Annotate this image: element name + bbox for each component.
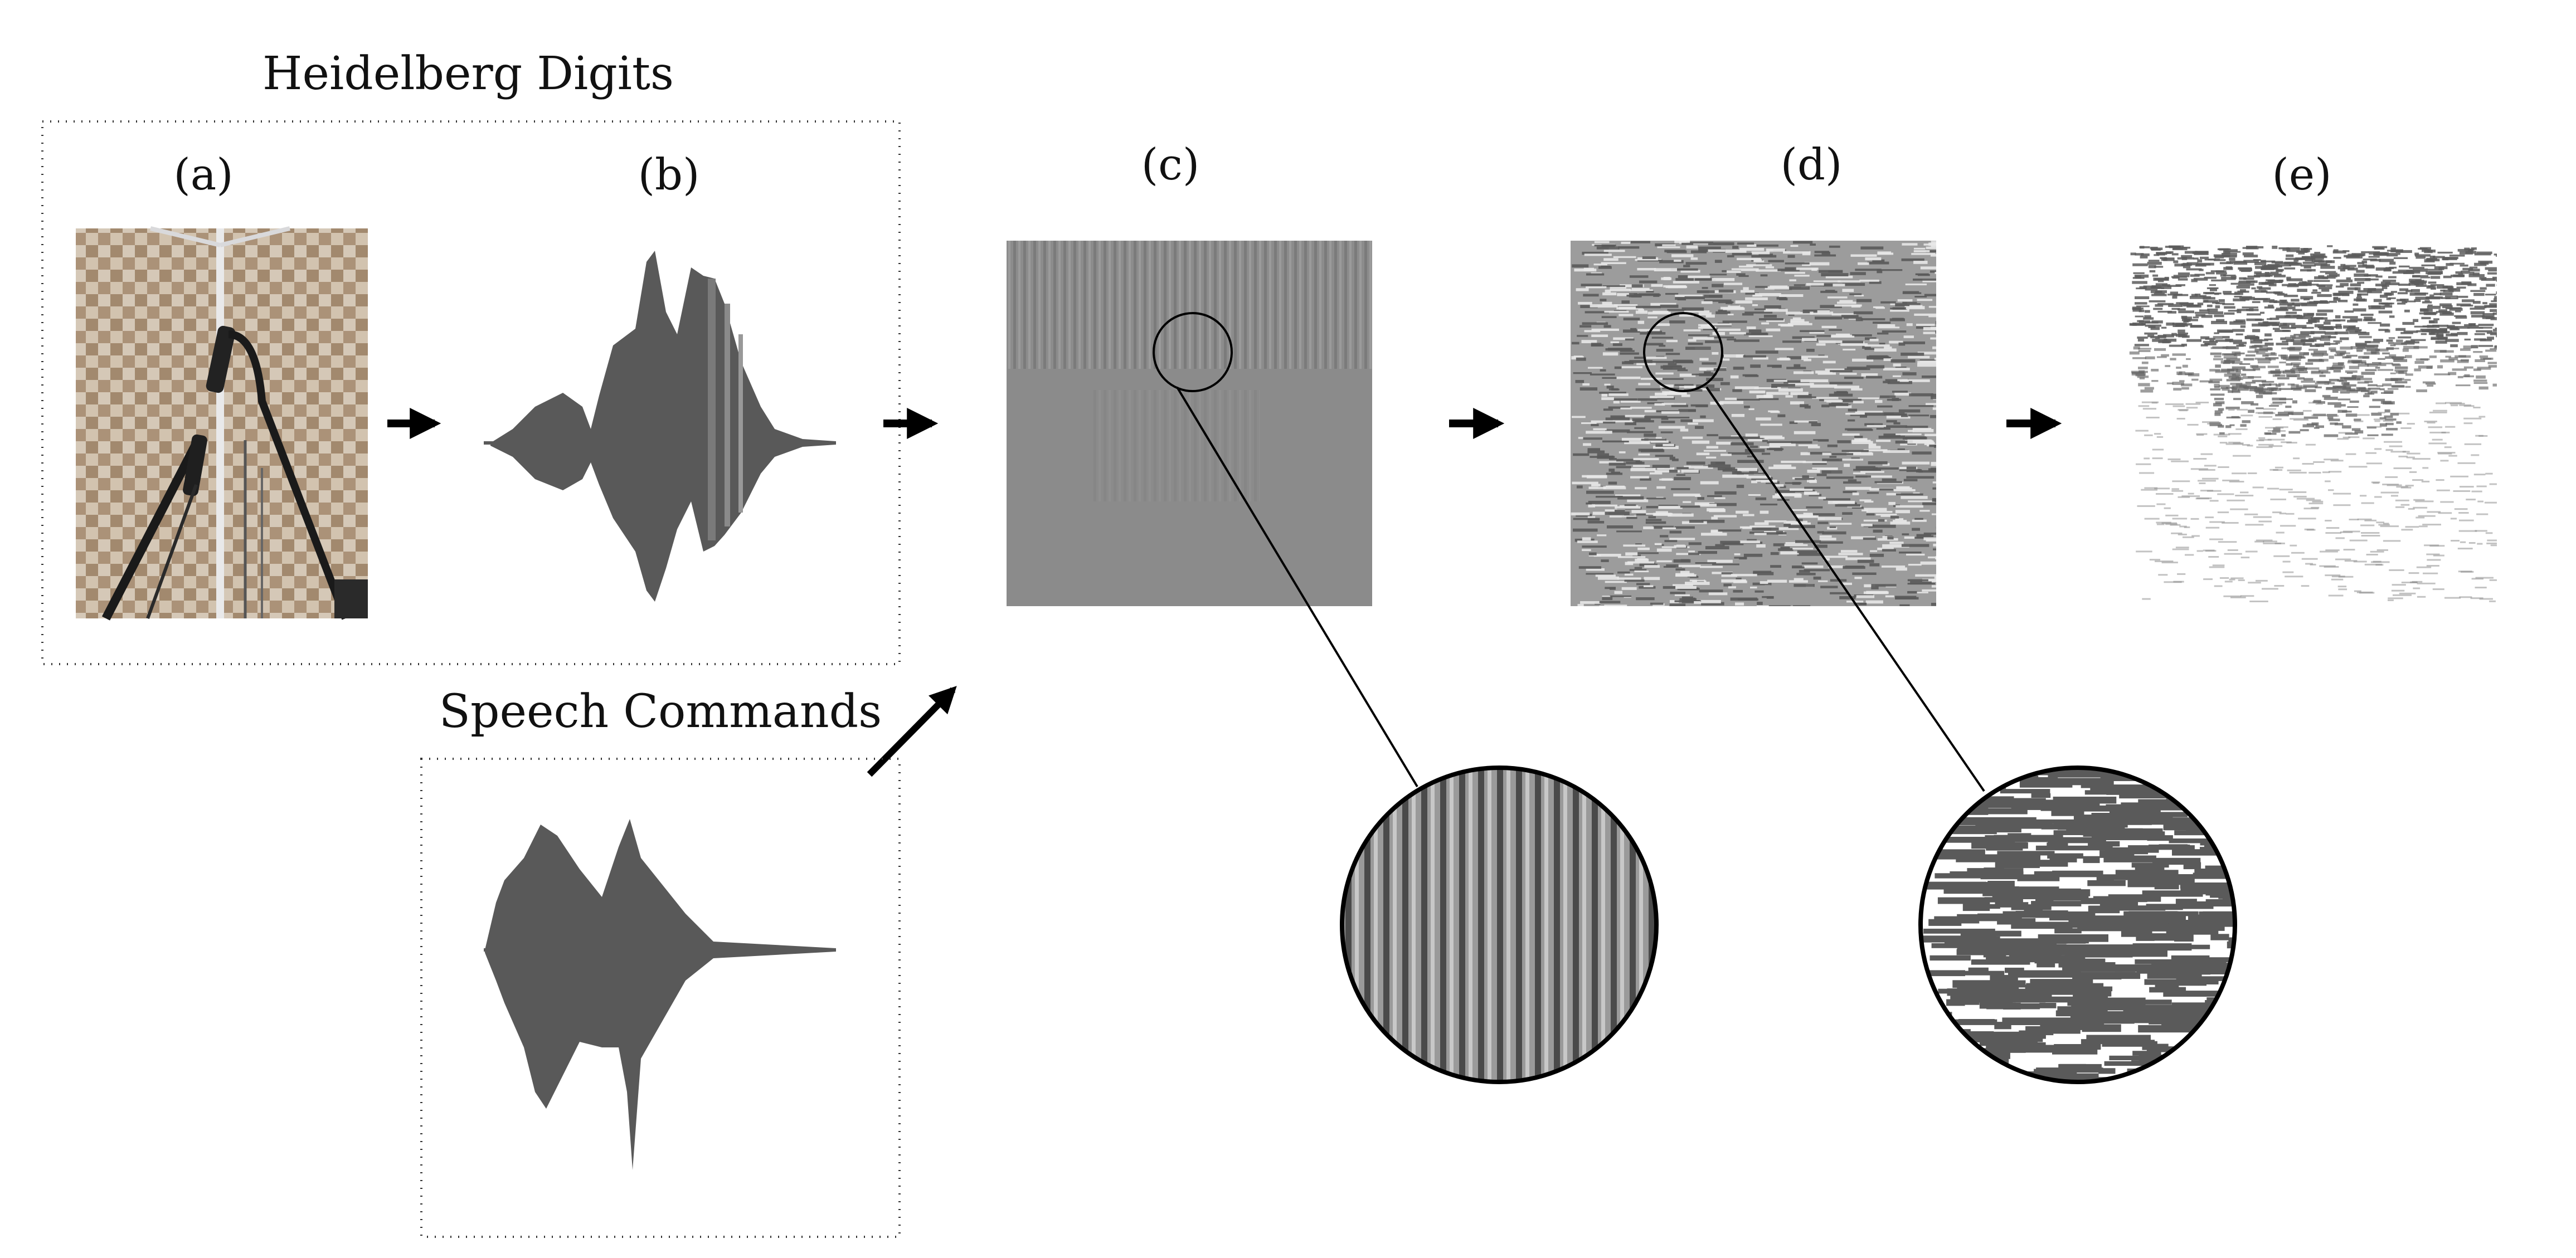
waveform-heidelberg [484, 251, 836, 602]
panel-label-e: (e) [2272, 150, 2331, 200]
panel-label-a: (a) [173, 150, 233, 200]
zoom-view-d [1918, 765, 2237, 1084]
magnifier-circle-d [1643, 312, 1723, 392]
panel-label-c: (c) [1141, 140, 1200, 190]
heidelberg-title: Heidelberg Digits [263, 47, 674, 100]
microphone-photo [76, 226, 368, 621]
zoom-line-c [1176, 386, 1418, 788]
spike-output-panel [2129, 245, 2497, 602]
zoom-view-c [1340, 765, 1659, 1084]
zoom-line-d [1705, 386, 1985, 792]
speech-title: Speech Commands [439, 685, 882, 738]
panel-label-d: (d) [1781, 140, 1843, 190]
filter-panel [1007, 241, 1372, 606]
waveform-speech [484, 819, 836, 1170]
heidelberg-box [41, 120, 901, 665]
arrow-speech-c [867, 686, 957, 777]
magnifier-circle-c [1153, 312, 1233, 392]
noise-panel [1571, 241, 1936, 606]
panel-label-b: (b) [638, 150, 700, 200]
